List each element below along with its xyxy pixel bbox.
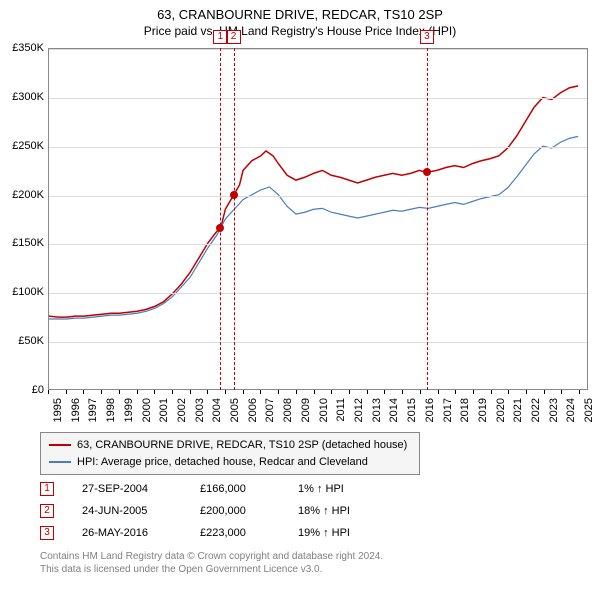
y-tick-label: £200K [2, 189, 44, 201]
chart-title: 63, CRANBOURNE DRIVE, REDCAR, TS10 2SP [0, 0, 600, 24]
marker-box-1: 1 [213, 30, 227, 44]
attribution: Contains HM Land Registry data © Crown c… [40, 550, 383, 576]
chart-svg [49, 49, 587, 389]
x-tick-label: 2017 [442, 398, 454, 422]
x-tick-label: 2003 [194, 398, 206, 422]
y-tick-label: £50K [2, 335, 44, 347]
x-tick-label: 2020 [495, 398, 507, 422]
x-tick-label: 2022 [530, 398, 542, 422]
sales-table: 1 27-SEP-2004 £166,000 1% ↑ HPI 2 24-JUN-2005… [40, 478, 378, 544]
x-tick-label: 1995 [52, 398, 64, 422]
x-tick-label: 2010 [318, 398, 330, 422]
legend-row: HPI: Average price, detached house, Redc… [49, 454, 411, 471]
sale-row: 1 27-SEP-2004 £166,000 1% ↑ HPI [40, 478, 378, 500]
x-tick-label: 1996 [70, 398, 82, 422]
x-tick-label: 2023 [548, 398, 560, 422]
legend-label: 63, CRANBOURNE DRIVE, REDCAR, TS10 2SP (… [77, 437, 407, 454]
sale-date: 24-JUN-2005 [82, 505, 172, 517]
plot-area [48, 48, 588, 390]
x-tick-label: 2000 [141, 398, 153, 422]
y-tick-label: £300K [2, 91, 44, 103]
chart-subtitle: Price paid vs. HM Land Registry's House … [0, 24, 600, 42]
marker-dot-1 [216, 224, 224, 232]
series-property [49, 86, 578, 317]
x-tick-label: 2001 [158, 398, 170, 422]
marker-box-3: 3 [420, 30, 434, 44]
attribution-line1: Contains HM Land Registry data © Crown c… [40, 550, 383, 563]
x-tick-label: 2005 [229, 398, 241, 422]
marker-line-1 [220, 48, 221, 390]
sale-row: 2 24-JUN-2005 £200,000 18% ↑ HPI [40, 500, 378, 522]
sale-date: 27-SEP-2004 [82, 483, 172, 495]
x-tick-label: 2002 [176, 398, 188, 422]
marker-line-3 [427, 48, 428, 390]
x-tick-label: 1997 [87, 398, 99, 422]
sale-hpi: 18% ↑ HPI [298, 505, 378, 517]
y-tick-label: £100K [2, 286, 44, 298]
legend-label: HPI: Average price, detached house, Redc… [77, 454, 368, 471]
sale-hpi: 19% ↑ HPI [298, 527, 378, 539]
attribution-line2: This data is licensed under the Open Gov… [40, 563, 383, 576]
x-tick-label: 2019 [477, 398, 489, 422]
sale-marker: 3 [40, 526, 54, 540]
x-tick-label: 1998 [105, 398, 117, 422]
legend: 63, CRANBOURNE DRIVE, REDCAR, TS10 2SP (… [40, 432, 420, 475]
sale-hpi: 1% ↑ HPI [298, 483, 378, 495]
y-tick-label: £0 [2, 384, 44, 396]
sale-row: 3 26-MAY-2016 £223,000 19% ↑ HPI [40, 522, 378, 544]
sale-marker: 2 [40, 504, 54, 518]
x-tick-label: 2011 [335, 398, 347, 422]
legend-key [49, 444, 71, 446]
legend-row: 63, CRANBOURNE DRIVE, REDCAR, TS10 2SP (… [49, 437, 411, 454]
x-tick-label: 2021 [512, 398, 524, 422]
marker-dot-3 [423, 168, 431, 176]
sale-date: 26-MAY-2016 [82, 527, 172, 539]
sale-price: £166,000 [200, 483, 270, 495]
x-tick-label: 2024 [565, 398, 577, 422]
x-tick-label: 2014 [388, 398, 400, 422]
x-tick-label: 2018 [459, 398, 471, 422]
x-tick-label: 2013 [371, 398, 383, 422]
x-tick-label: 2016 [424, 398, 436, 422]
x-tick-label: 2025 [583, 398, 595, 422]
series-hpi [49, 136, 578, 319]
marker-line-2 [234, 48, 235, 390]
x-tick-label: 2007 [264, 398, 276, 422]
x-tick-label: 2012 [353, 398, 365, 422]
sale-price: £223,000 [200, 527, 270, 539]
y-tick-label: £150K [2, 237, 44, 249]
x-tick-label: 2009 [300, 398, 312, 422]
x-tick-label: 1999 [123, 398, 135, 422]
legend-key [49, 461, 71, 463]
marker-box-2: 2 [227, 30, 241, 44]
chart-container: { "header": { "title": "63, CRANBOURNE D… [0, 0, 600, 590]
marker-dot-2 [230, 191, 238, 199]
sale-marker: 1 [40, 482, 54, 496]
sale-price: £200,000 [200, 505, 270, 517]
y-tick-label: £250K [2, 140, 44, 152]
x-tick-label: 2015 [406, 398, 418, 422]
x-tick-label: 2008 [282, 398, 294, 422]
y-tick-label: £350K [2, 42, 44, 54]
x-tick-label: 2004 [211, 398, 223, 422]
x-tick-label: 2006 [247, 398, 259, 422]
